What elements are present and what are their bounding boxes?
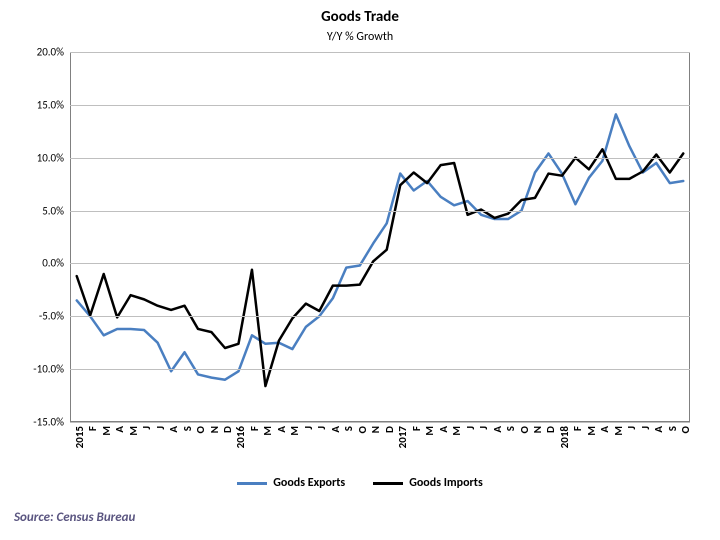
x-tick-label: F bbox=[248, 422, 261, 431]
x-tick-label: J bbox=[302, 422, 315, 430]
x-tick-label: 2016 bbox=[235, 422, 248, 448]
legend-label: Goods Exports bbox=[273, 476, 345, 490]
x-tick-label: D bbox=[545, 422, 558, 433]
chart-container: Goods Trade Y/Y % Growth -15.0%-10.0%-5.… bbox=[0, 0, 720, 540]
x-tick-label: N bbox=[208, 422, 221, 433]
x-tick-label: A bbox=[491, 422, 504, 433]
chart-lines bbox=[70, 52, 690, 422]
legend-swatch bbox=[237, 482, 267, 485]
x-tick-label: S bbox=[181, 422, 194, 431]
x-tick-label: O bbox=[518, 422, 531, 433]
legend-item: Goods Exports bbox=[237, 476, 345, 490]
x-tick-label: M bbox=[585, 422, 598, 436]
x-tick-label: A bbox=[275, 422, 288, 433]
legend-label: Goods Imports bbox=[409, 476, 483, 490]
plot-area: -15.0%-10.0%-5.0%0.0%5.0%10.0%15.0%20.0%… bbox=[70, 52, 690, 422]
x-tick-label: M bbox=[127, 422, 140, 436]
x-tick-label: A bbox=[598, 422, 611, 433]
gridline bbox=[70, 369, 690, 370]
x-tick-label: O bbox=[194, 422, 207, 433]
gridline bbox=[70, 263, 690, 264]
x-tick-label: J bbox=[625, 422, 638, 430]
x-tick-label: D bbox=[221, 422, 234, 433]
x-tick-label: O bbox=[679, 422, 692, 433]
x-tick-label: D bbox=[383, 422, 396, 433]
legend-item: Goods Imports bbox=[373, 476, 483, 490]
x-tick-label: F bbox=[410, 422, 423, 431]
x-tick-label: J bbox=[315, 422, 328, 430]
y-tick-label: 0.0% bbox=[42, 257, 70, 270]
gridline bbox=[70, 158, 690, 159]
x-tick-label: F bbox=[572, 422, 585, 431]
x-tick-label: A bbox=[652, 422, 665, 433]
x-tick-label: M bbox=[100, 422, 113, 436]
chart-source: Source: Census Bureau bbox=[14, 510, 135, 525]
x-tick-label: M bbox=[450, 422, 463, 436]
x-tick-label: J bbox=[477, 422, 490, 430]
x-tick-label: S bbox=[666, 422, 679, 431]
y-tick-label: 5.0% bbox=[42, 204, 70, 217]
y-tick-label: 15.0% bbox=[37, 98, 70, 111]
x-tick-label: M bbox=[423, 422, 436, 436]
x-tick-label: J bbox=[140, 422, 153, 430]
y-tick-label: 20.0% bbox=[37, 46, 70, 59]
gridline bbox=[70, 316, 690, 317]
chart-legend: Goods Exports Goods Imports bbox=[0, 476, 720, 490]
x-tick-label: N bbox=[531, 422, 544, 433]
x-tick-label: A bbox=[167, 422, 180, 433]
x-tick-label: A bbox=[437, 422, 450, 433]
x-tick-label: M bbox=[262, 422, 275, 436]
chart-subtitle: Y/Y % Growth bbox=[0, 30, 720, 44]
x-tick-label: 2015 bbox=[73, 422, 86, 448]
x-tick-label: S bbox=[504, 422, 517, 431]
x-tick-label: J bbox=[464, 422, 477, 430]
gridline bbox=[70, 105, 690, 106]
x-tick-label: N bbox=[369, 422, 382, 433]
legend-swatch bbox=[373, 482, 403, 485]
gridline bbox=[70, 211, 690, 212]
gridline bbox=[70, 52, 690, 53]
x-tick-label: M bbox=[612, 422, 625, 436]
x-tick-label: S bbox=[342, 422, 355, 431]
x-tick-label: 2017 bbox=[396, 422, 409, 448]
x-tick-label: A bbox=[113, 422, 126, 433]
y-tick-label: 10.0% bbox=[37, 151, 70, 164]
x-tick-label: O bbox=[356, 422, 369, 433]
x-tick-label: A bbox=[329, 422, 342, 433]
x-tick-label: F bbox=[86, 422, 99, 431]
x-tick-label: 2018 bbox=[558, 422, 571, 448]
x-tick-label: J bbox=[639, 422, 652, 430]
y-tick-label: -10.0% bbox=[33, 363, 70, 376]
chart-title: Goods Trade bbox=[0, 8, 720, 26]
y-tick-label: -5.0% bbox=[39, 310, 70, 323]
series-line bbox=[77, 149, 684, 386]
series-line bbox=[77, 114, 684, 379]
x-tick-label: J bbox=[154, 422, 167, 430]
y-tick-label: -15.0% bbox=[33, 416, 70, 429]
x-tick-label: M bbox=[288, 422, 301, 436]
